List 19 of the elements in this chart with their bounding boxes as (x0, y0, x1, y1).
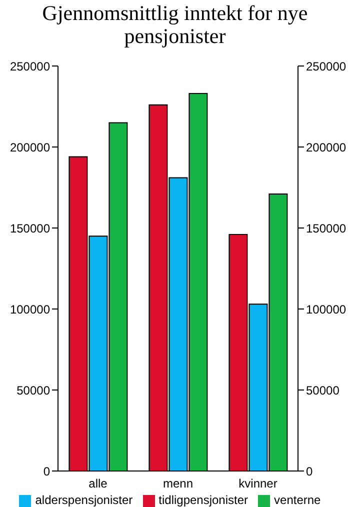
y-tick-label: 250000 (10, 59, 50, 74)
y2-tick-label: 150000 (306, 221, 346, 236)
legend-label: venterne (274, 493, 321, 507)
y2-tick-label: 0 (306, 464, 313, 478)
chart-title: Gjennomsnittlig inntekt for nye pensjonister (41, 0, 309, 50)
legend-label: tidligpensjonister (158, 493, 248, 507)
x-tick-label: alle (88, 476, 108, 491)
y-tick-label: 50000 (16, 383, 50, 398)
legend-label: alderspensjonister (35, 493, 133, 507)
x-tick-label: menn (162, 476, 194, 491)
y-tick-label: 150000 (10, 221, 50, 236)
y-tick-label: 200000 (10, 140, 50, 154)
y2-tick-label: 250000 (306, 59, 346, 74)
y-tick-label: 100000 (10, 302, 50, 316)
y-tick-label: 0 (43, 464, 50, 478)
x-tick-label: kvinner (238, 476, 278, 491)
y2-tick-label: 50000 (306, 383, 340, 398)
y2-tick-label: 200000 (306, 140, 346, 154)
y2-tick-label: 100000 (306, 302, 346, 316)
